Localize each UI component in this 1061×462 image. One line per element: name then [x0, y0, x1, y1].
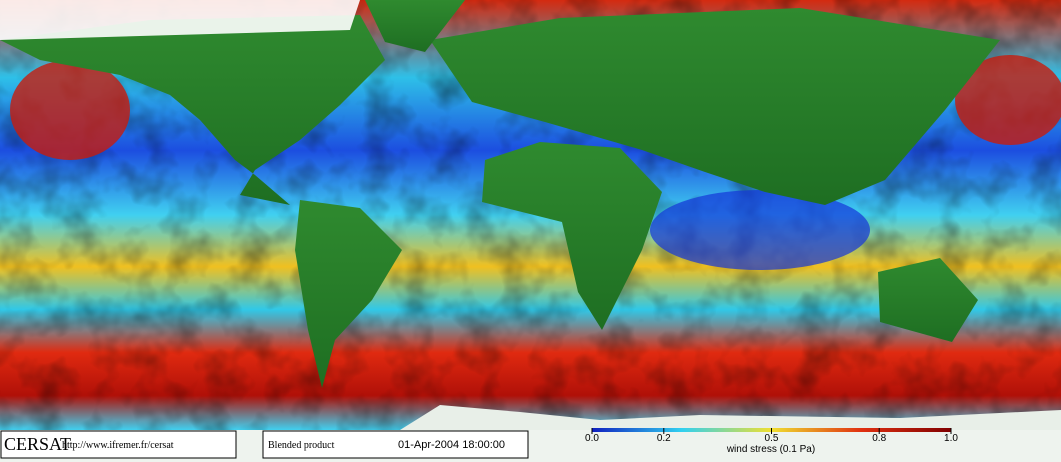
north-america [0, 15, 385, 205]
australia [878, 258, 978, 342]
colorbar-tick-label: 0.8 [872, 433, 886, 444]
eurasia [430, 8, 1000, 205]
greenland [365, 0, 465, 52]
logo: CERSAT [4, 434, 71, 454]
colorbar-tick-label: 0.2 [657, 433, 671, 444]
colorbar-tick-label: 1.0 [944, 433, 958, 444]
colorbar: wind stress (0.1 Pa) 0.0 0.2 0.5 0.8 1.0 [585, 428, 958, 455]
africa [482, 142, 662, 330]
continents [0, 0, 1000, 388]
product-box [262, 430, 529, 459]
calm-area [650, 190, 870, 270]
storm [955, 55, 1061, 145]
antarctica [400, 405, 1061, 430]
south-america [295, 200, 402, 388]
colorbar-tick-label: 0.0 [585, 433, 599, 444]
colorbar-tick-label: 0.5 [765, 433, 779, 444]
date: 01-Apr-2004 18:00:00 [398, 439, 505, 451]
product: Blended product [268, 440, 335, 451]
url: http://www.ifremer.fr/cersat [62, 440, 174, 451]
colorbar-label: wind stress (0.1 Pa) [726, 444, 815, 455]
logo-box [0, 430, 237, 459]
ice [0, 0, 360, 40]
storm [10, 60, 130, 160]
